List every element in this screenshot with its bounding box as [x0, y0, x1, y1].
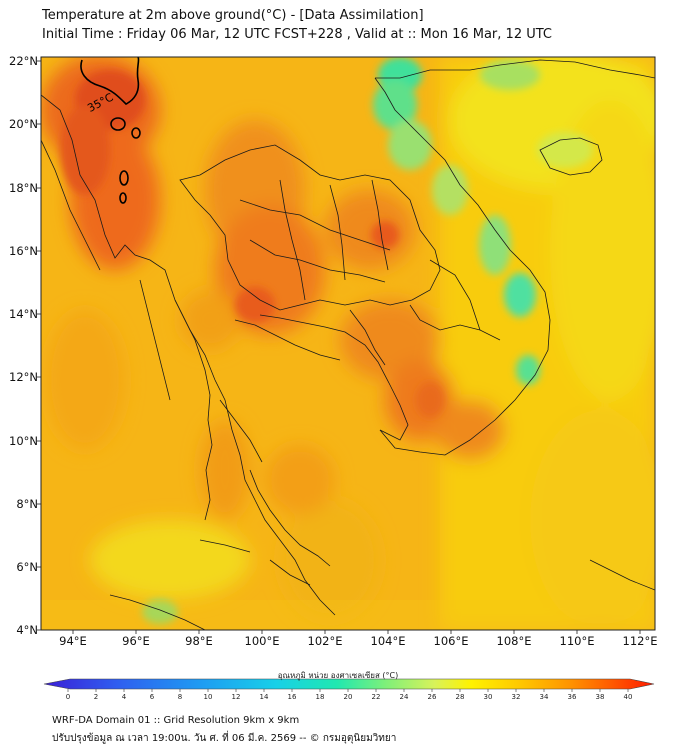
lon-label-98e: 98°E [185, 634, 213, 648]
colorbar-tick-label: 2 [93, 693, 99, 701]
colorbar-tick-label: 40 [623, 693, 633, 701]
colorbar-tick-label: 38 [595, 693, 605, 701]
colorbar-tick-label: 36 [567, 693, 577, 701]
colorbar-tick-label: 8 [177, 693, 183, 701]
colorbar-tick-label: 34 [539, 693, 549, 701]
colorbar-tick-label: 30 [483, 693, 493, 701]
colorbar-ticks [67, 689, 629, 692]
colorbar-tick-label: 6 [149, 693, 155, 701]
chart-title: Temperature at 2m above ground(°C) - [Da… [42, 8, 424, 23]
lat-label-20n: 20°N [9, 117, 38, 131]
temperature-field [41, 57, 655, 630]
colorbar-tick-label: 4 [121, 693, 127, 701]
footer-domain-info: WRF-DA Domain 01 :: Grid Resolution 9km … [52, 715, 300, 726]
colorbar-tick-label: 22 [371, 693, 381, 701]
colorbar-tick-label: 14 [259, 693, 269, 701]
colorbar-tick-label: 10 [203, 693, 213, 701]
lon-label-100e: 100°E [244, 634, 280, 648]
colorbar-tick-label: 24 [399, 693, 409, 701]
colorbar-tick-label: 16 [287, 693, 297, 701]
colorbar-tick-label: 18 [315, 693, 325, 701]
lon-label-104e: 104°E [370, 634, 406, 648]
footer-update-info: ปรับปรุงข้อมูล ณ เวลา 19:00น. วัน ศ. ที่… [52, 733, 397, 744]
colorbar-title: อุณหภูมิ หน่วย องศาเซลเซียส (°C) [277, 671, 399, 680]
colorbar-tick-label: 28 [455, 693, 465, 701]
coastline-borders [41, 59, 655, 630]
lat-label-22n: 22°N [9, 54, 38, 68]
lon-label-102e: 102°E [307, 634, 343, 648]
lat-label-14n: 14°N [9, 307, 38, 321]
lat-label-6n: 6°N [16, 560, 38, 574]
lon-label-106e: 106°E [433, 634, 469, 648]
lon-label-110e: 110°E [559, 634, 595, 648]
lon-label-94e: 94°E [59, 634, 87, 648]
colorbar [43, 678, 655, 690]
lat-label-4n: 4°N [16, 623, 38, 637]
lon-label-96e: 96°E [122, 634, 150, 648]
lat-label-16n: 16°N [9, 244, 38, 258]
colorbar-tick-label: 12 [231, 693, 241, 701]
lat-label-12n: 12°N [9, 370, 38, 384]
lat-label-8n: 8°N [16, 497, 38, 511]
colorbar-tick-label: 20 [343, 693, 353, 701]
lat-label-18n: 18°N [9, 181, 38, 195]
chart-subtitle: Initial Time : Friday 06 Mar, 12 UTC FCS… [42, 27, 552, 42]
axis-ticks [37, 60, 641, 634]
lat-label-10n: 10°N [9, 434, 38, 448]
map-frame [40, 56, 656, 631]
colorbar-tick-label: 0 [65, 693, 71, 701]
contour-35c [80, 56, 141, 204]
lon-label-112e: 112°E [622, 634, 658, 648]
colorbar-tick-label: 26 [427, 693, 437, 701]
colorbar-tick-label: 32 [511, 693, 521, 701]
lon-label-108e: 108°E [496, 634, 532, 648]
